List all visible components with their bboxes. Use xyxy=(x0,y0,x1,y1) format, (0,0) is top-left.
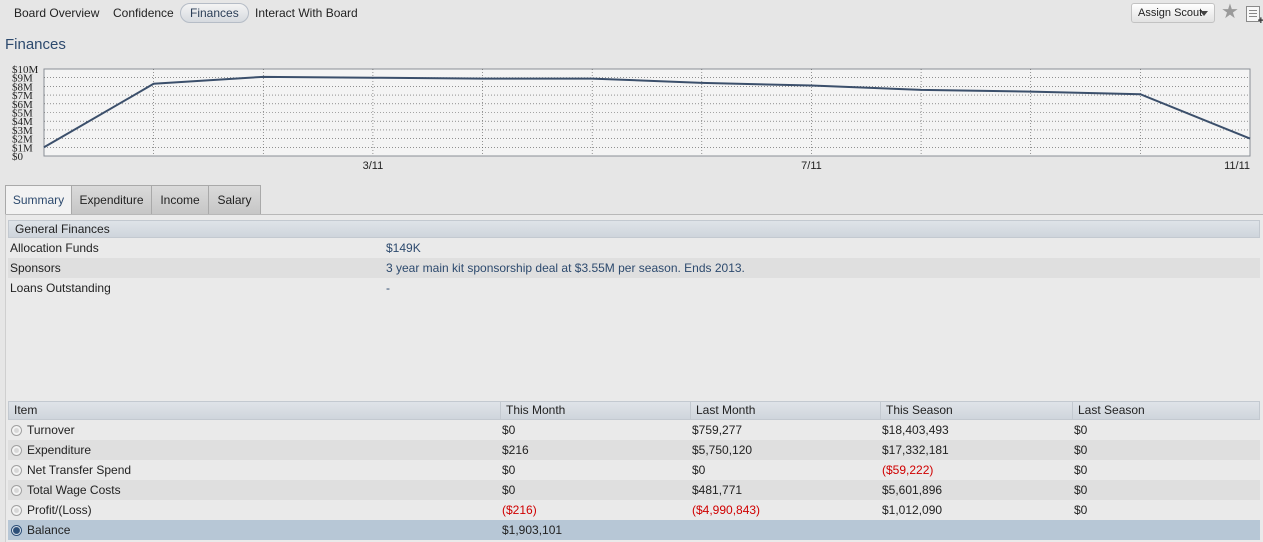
cell-this-season: $1,012,090 xyxy=(882,503,943,517)
table-row-profit-loss[interactable]: Profit/(Loss) ($216) ($4,990,843) $1,012,09… xyxy=(8,500,1260,520)
column-header-last-season[interactable]: Last Season xyxy=(1072,402,1261,419)
cell-last-season: $0 xyxy=(1074,423,1088,437)
assign-scout-dropdown[interactable]: Assign Scout xyxy=(1131,3,1215,23)
cell-this-season: ($59,222) xyxy=(882,463,934,477)
chart-series-line xyxy=(43,75,1251,149)
table-row-turnover[interactable]: Turnover $0 $759,277 $18,403,493 $0 xyxy=(8,420,1260,440)
chart-y-tick-label: $0 xyxy=(12,151,24,163)
subtab-summary[interactable]: Summary xyxy=(5,185,72,216)
cell-this-month: ($216) xyxy=(502,503,537,517)
general-finances-header: General Finances xyxy=(8,220,1260,238)
cell-last-month: $0 xyxy=(692,463,706,477)
cell-last-month: $759,277 xyxy=(692,423,743,437)
finances-chart: $10M$9M$8M$7M$6M$5M$4M$3M$2M$1M$0 3/11 7/1… xyxy=(12,64,1251,172)
cell-last-season: $0 xyxy=(1074,443,1088,457)
cell-this-season: $18,403,493 xyxy=(882,423,949,437)
cell-item: Profit/(Loss) xyxy=(27,503,92,517)
nav-tab-confidence[interactable]: Confidence xyxy=(113,6,174,20)
chart-x-tick-label: 3/11 xyxy=(363,160,384,172)
row-radio-icon[interactable] xyxy=(11,465,22,476)
cell-this-month: $216 xyxy=(502,443,529,457)
cell-item: Net Transfer Spend xyxy=(27,463,132,477)
subtab-salary[interactable]: Salary xyxy=(208,185,261,215)
chart-y-tick-label: $7M xyxy=(12,90,33,102)
cell-this-month: $0 xyxy=(502,423,516,437)
cell-this-month: $0 xyxy=(502,463,516,477)
chart-y-tick-label: $5M xyxy=(12,108,33,120)
add-note-icon[interactable] xyxy=(1246,6,1263,27)
chart-y-tick-label: $9M xyxy=(12,73,33,85)
cell-last-season: $0 xyxy=(1074,503,1088,517)
cell-this-month: $0 xyxy=(502,483,516,497)
table-row-balance[interactable]: Balance $1,903,101 xyxy=(8,520,1260,540)
chart-y-tick-label: $8M xyxy=(12,81,33,93)
cell-last-month: $481,771 xyxy=(692,483,743,497)
cell-item: Turnover xyxy=(27,423,75,437)
chart-y-tick-label: $6M xyxy=(12,99,33,111)
cell-this-season: $17,332,181 xyxy=(882,443,949,457)
column-header-item[interactable]: Item xyxy=(14,403,38,417)
general-row-value: - xyxy=(386,281,390,295)
general-row-label: Allocation Funds xyxy=(10,241,99,255)
general-row-loans-outstanding: Loans Outstanding - xyxy=(8,278,1260,298)
row-radio-icon[interactable] xyxy=(11,445,22,456)
cell-last-month: ($4,990,843) xyxy=(692,503,761,517)
column-header-this-season[interactable]: This Season xyxy=(880,402,1072,419)
column-header-this-month[interactable]: This Month xyxy=(500,402,690,419)
subtab-expenditure[interactable]: Expenditure xyxy=(71,185,152,215)
nav-tab-finances[interactable]: Finances xyxy=(180,3,249,23)
nav-tab-board-overview[interactable]: Board Overview xyxy=(14,6,100,20)
star-icon[interactable]: ★ xyxy=(1221,1,1239,23)
general-row-allocation-funds: Allocation Funds $149K xyxy=(8,238,1260,258)
top-navigation: Board Overview Confidence Finances Inter… xyxy=(0,0,1263,28)
chart-x-tick-label: 7/11 xyxy=(801,160,822,172)
row-radio-icon[interactable] xyxy=(11,505,22,516)
cell-item: Balance xyxy=(27,523,71,537)
page-title: Finances xyxy=(5,36,66,53)
chart-y-tick-label: $4M xyxy=(12,116,33,128)
cell-this-season: $5,601,896 xyxy=(882,483,943,497)
nav-tab-interact-with-board[interactable]: Interact With Board xyxy=(255,6,358,20)
chart-x-tick-label: 11/11 xyxy=(1224,160,1250,172)
assign-scout-label: Assign Scout xyxy=(1138,7,1203,19)
general-row-label: Sponsors xyxy=(10,261,61,275)
cell-item: Expenditure xyxy=(27,443,92,457)
general-row-value: 3 year main kit sponsorship deal at $3.5… xyxy=(386,261,745,275)
cell-last-month: $5,750,120 xyxy=(692,443,753,457)
row-radio-icon[interactable] xyxy=(11,525,22,536)
row-radio-icon[interactable] xyxy=(11,425,22,436)
row-radio-icon[interactable] xyxy=(11,485,22,496)
subtab-income[interactable]: Income xyxy=(151,185,209,215)
chevron-down-icon xyxy=(1200,11,1208,16)
cell-last-season: $0 xyxy=(1074,483,1088,497)
cell-item: Total Wage Costs xyxy=(27,483,121,497)
finance-table-header: Item This Month Last Month This Season L… xyxy=(8,401,1260,420)
general-row-label: Loans Outstanding xyxy=(10,281,111,295)
general-row-value: $149K xyxy=(386,241,421,255)
chart-y-tick-label: $1M xyxy=(12,142,33,154)
table-row-expenditure[interactable]: Expenditure $216 $5,750,120 $17,332,181 $0 xyxy=(8,440,1260,460)
column-header-last-month[interactable]: Last Month xyxy=(690,402,880,419)
chart-y-tick-label: $3M xyxy=(12,125,33,137)
cell-this-month: $1,903,101 xyxy=(502,523,563,537)
chart-y-tick-label: $2M xyxy=(12,134,33,146)
table-row-total-wage-costs[interactable]: Total Wage Costs $0 $481,771 $5,601,896 $0 xyxy=(8,480,1260,500)
cell-last-season: $0 xyxy=(1074,463,1088,477)
general-row-sponsors: Sponsors 3 year main kit sponsorship dea… xyxy=(8,258,1260,278)
chart-y-tick-label: $10M xyxy=(12,64,39,76)
table-row-net-transfer-spend[interactable]: Net Transfer Spend $0 $0 ($59,222) $0 xyxy=(8,460,1260,480)
